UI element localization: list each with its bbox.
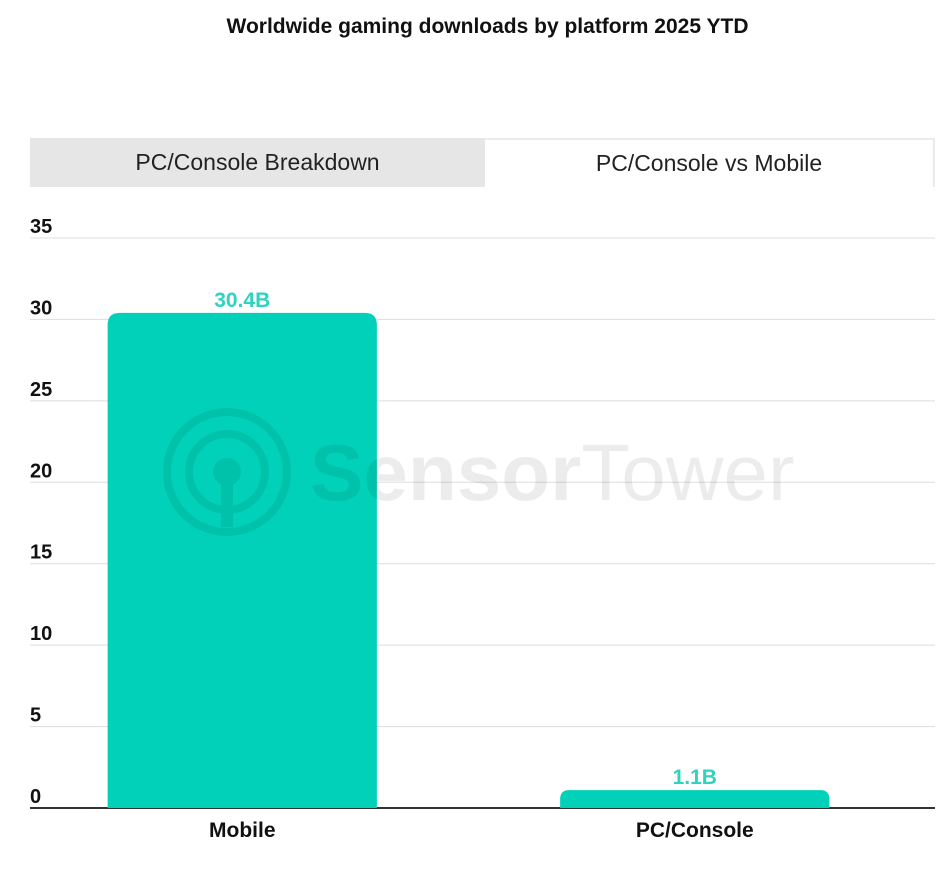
y-tick-label: 5 xyxy=(30,705,41,727)
tab-pc-console-breakdown[interactable]: PC/Console Breakdown xyxy=(30,138,485,187)
view-tabs: PC/Console Breakdown PC/Console vs Mobil… xyxy=(30,138,935,187)
y-tick-label: 25 xyxy=(30,379,52,401)
x-category-label: PC/Console xyxy=(636,819,754,842)
y-tick-label: 0 xyxy=(30,786,41,808)
y-tick-label: 15 xyxy=(30,542,52,564)
y-tick-label: 20 xyxy=(30,460,52,482)
y-tick-label: 10 xyxy=(30,623,52,645)
bar xyxy=(560,790,830,808)
chart-title: Worldwide gaming downloads by platform 2… xyxy=(226,15,749,38)
data-label: 1.1B xyxy=(673,766,717,789)
x-category-label: Mobile xyxy=(209,819,276,842)
y-tick-label: 30 xyxy=(30,297,52,319)
data-label: 30.4B xyxy=(214,289,270,312)
y-tick-label: 35 xyxy=(30,216,52,238)
bar xyxy=(107,312,377,808)
tab-pc-console-vs-mobile[interactable]: PC/Console vs Mobile xyxy=(485,138,935,187)
